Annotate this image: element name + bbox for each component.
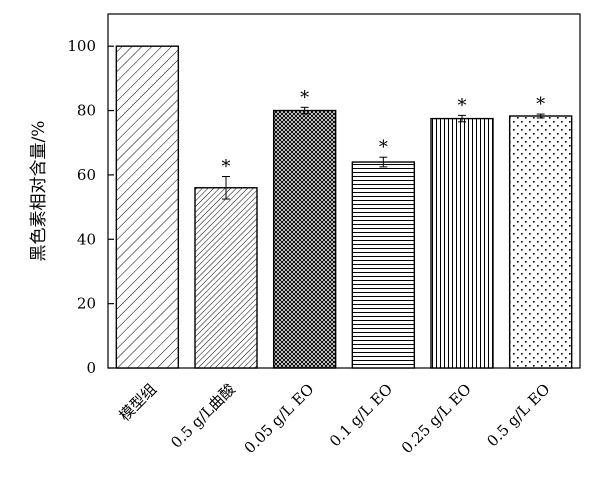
significance-marker-6: * <box>536 94 545 115</box>
y-tick-label: 100 <box>67 37 96 55</box>
x-category-label-6: 0.5 g/L EO <box>483 380 553 450</box>
bar-4 <box>351 161 416 369</box>
bar-2 <box>194 187 258 369</box>
significance-marker-5: * <box>458 95 467 116</box>
plot-border <box>107 13 581 369</box>
bar-5 <box>430 117 494 369</box>
x-category-label-3: 0.05 g/L EO <box>241 380 318 457</box>
significance-marker-4: * <box>379 137 388 158</box>
y-tick-label: 80 <box>77 102 96 120</box>
y-tick-label: 60 <box>77 166 96 184</box>
significance-marker-2: * <box>222 157 231 178</box>
x-axis-labels: 模型组 0.5 g/L曲酸 0.05 g/L EO 0.1 g/L EO 0.25 g/… <box>116 380 554 457</box>
bar-1 <box>115 45 180 369</box>
y-axis: 0 20 40 60 80 100 <box>67 37 114 377</box>
y-tick-label: 40 <box>77 230 96 248</box>
bar-6 <box>508 115 573 369</box>
plot-frame <box>107 13 581 369</box>
x-category-label-1: 模型组 <box>116 380 161 425</box>
x-category-label-2: 0.5 g/L曲酸 <box>167 380 239 452</box>
x-category-label-5: 0.25 g/L EO <box>398 380 475 457</box>
y-axis-title: 黑色素相对含量/% <box>29 121 49 262</box>
y-tick-label: 20 <box>77 295 96 313</box>
significance-marker-3: * <box>300 87 309 108</box>
bars: * * * * * <box>115 45 573 369</box>
bar-3 <box>272 109 337 369</box>
y-tick-label: 0 <box>86 359 96 377</box>
x-category-label-4: 0.1 g/L EO <box>326 380 396 450</box>
